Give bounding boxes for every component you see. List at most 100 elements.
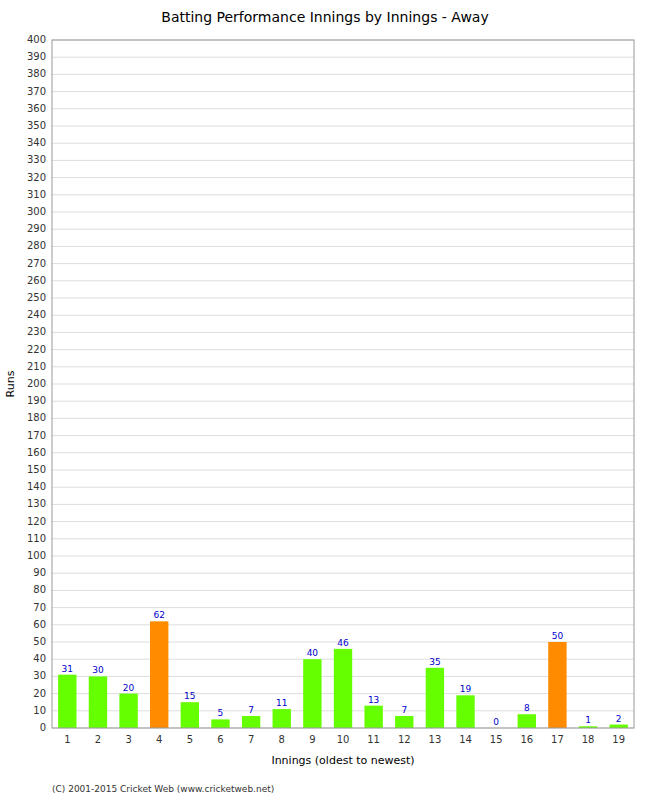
x-tick-label: 2 [95, 734, 101, 745]
x-tick-label: 17 [551, 734, 564, 745]
data-label: 46 [337, 638, 349, 648]
grid-line [52, 280, 634, 281]
y-tick-label: 370 [27, 86, 46, 97]
grid-line [52, 315, 634, 316]
data-label: 31 [62, 664, 73, 674]
grid-line [52, 349, 634, 350]
data-label: 2 [616, 714, 622, 724]
chart: 0102030405060708090100110120130140150160… [0, 0, 650, 800]
x-tick-label: 11 [367, 734, 380, 745]
y-tick-label: 260 [27, 275, 46, 286]
y-tick-label: 30 [33, 670, 46, 681]
grid [52, 40, 634, 728]
y-tick-label: 290 [27, 223, 46, 234]
grid-line [52, 74, 634, 75]
grid-line [52, 607, 634, 608]
data-label: 1 [585, 715, 591, 725]
grid-line [52, 194, 634, 195]
annotation: (C) 2001-2015 Cricket Web (www.cricketwe… [52, 784, 274, 794]
y-axis: 0102030405060708090100110120130140150160… [27, 34, 46, 733]
data-label: 20 [123, 683, 135, 693]
grid-line [52, 624, 634, 625]
data-labels: 3130206215571140461373519085012 [62, 610, 622, 727]
grid-line [52, 504, 634, 505]
y-tick-label: 220 [27, 344, 46, 355]
x-tick-label: 6 [217, 734, 223, 745]
y-tick-label: 130 [27, 498, 46, 509]
bar [518, 714, 536, 728]
y-tick-label: 380 [27, 68, 46, 79]
grid-line [52, 126, 634, 127]
y-tick-label: 280 [27, 240, 46, 251]
x-tick-label: 3 [125, 734, 131, 745]
data-label: 40 [307, 648, 319, 658]
title: Batting Performance Innings by Innings -… [161, 9, 488, 25]
bar [242, 716, 260, 728]
x-tick-label: 9 [309, 734, 315, 745]
data-label: 15 [184, 691, 195, 701]
bar [395, 716, 413, 728]
grid-line [52, 573, 634, 574]
grid-line [52, 229, 634, 230]
y-tick-label: 230 [27, 326, 46, 337]
grid-line [52, 418, 634, 419]
grid-line [52, 57, 634, 58]
grid-line [52, 590, 634, 591]
y-tick-label: 60 [33, 619, 46, 630]
grid-line [52, 401, 634, 402]
grid-line [52, 177, 634, 178]
grid-line [52, 298, 634, 299]
x-tick-label: 16 [520, 734, 533, 745]
y-tick-label: 200 [27, 378, 46, 389]
y-axis-label: Runs [4, 370, 17, 397]
y-tick-label: 10 [33, 705, 46, 716]
bar [303, 659, 321, 728]
y-tick-label: 330 [27, 154, 46, 165]
grid-line [52, 263, 634, 264]
y-tick-label: 0 [40, 722, 46, 733]
grid-line [52, 521, 634, 522]
grid-line [52, 470, 634, 471]
bar [211, 719, 229, 728]
x-tick-label: 15 [490, 734, 503, 745]
y-tick-label: 110 [27, 533, 46, 544]
grid-line [52, 160, 634, 161]
grid-line [52, 435, 634, 436]
x-tick-label: 8 [279, 734, 285, 745]
y-tick-label: 250 [27, 292, 46, 303]
y-tick-label: 340 [27, 137, 46, 148]
data-label: 7 [401, 705, 407, 715]
y-tick-label: 350 [27, 120, 46, 131]
bar [89, 676, 107, 728]
y-tick-label: 140 [27, 481, 46, 492]
y-tick-label: 50 [33, 636, 46, 647]
bar [273, 709, 291, 728]
bar [426, 668, 444, 728]
y-tick-label: 120 [27, 516, 46, 527]
x-tick-label: 19 [612, 734, 625, 745]
y-tick-label: 20 [33, 688, 46, 699]
grid-line [52, 538, 634, 539]
data-label: 30 [92, 665, 104, 675]
y-tick-label: 70 [33, 602, 46, 613]
x-tick-label: 12 [398, 734, 411, 745]
y-tick-label: 80 [33, 584, 46, 595]
bar [150, 621, 168, 728]
data-label: 0 [493, 717, 499, 727]
data-label: 19 [460, 684, 472, 694]
y-tick-label: 170 [27, 430, 46, 441]
grid-line [52, 246, 634, 247]
grid-line [52, 384, 634, 385]
y-tick-label: 160 [27, 447, 46, 458]
y-tick-label: 310 [27, 189, 46, 200]
y-tick-label: 240 [27, 309, 46, 320]
grid-line [52, 556, 634, 557]
x-tick-label: 1 [64, 734, 70, 745]
grid-line [52, 332, 634, 333]
y-tick-label: 180 [27, 412, 46, 423]
y-tick-label: 300 [27, 206, 46, 217]
bar [119, 694, 137, 728]
x-tick-label: 5 [187, 734, 193, 745]
data-label: 11 [276, 698, 287, 708]
bar [456, 695, 474, 728]
